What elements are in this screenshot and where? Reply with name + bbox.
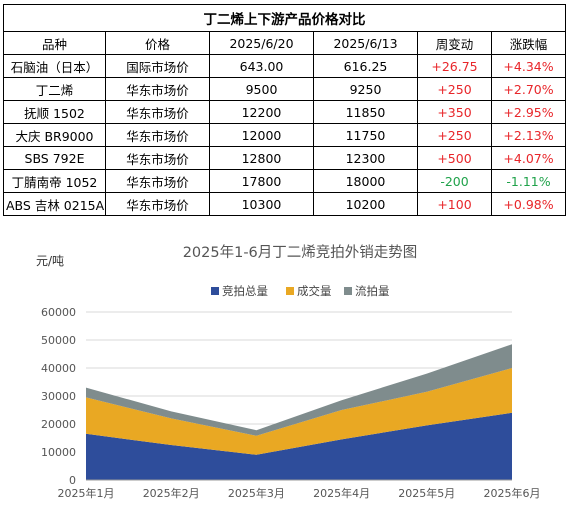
header-change-pct: 涨跌幅	[490, 31, 567, 55]
x-tick-label: 2025年4月	[313, 486, 370, 500]
x-tick-label: 2025年1月	[58, 486, 115, 500]
header-weekly-change: 周变动	[417, 31, 492, 55]
market-cell: 华东市场价	[105, 100, 210, 124]
legend-label: 竞拍总量	[222, 284, 268, 298]
y-tick-label: 40000	[41, 362, 76, 375]
price-0613-cell: 10200	[313, 192, 418, 216]
change-pct-cell: +4.07%	[490, 146, 567, 170]
product-cell: 石脑油（日本）	[3, 54, 106, 78]
table-title: 丁二烯上下游产品价格对比	[2, 4, 567, 32]
table-row: 抚顺 1502 华东市场价 12200 11850 +350 +2.95%	[3, 100, 567, 124]
table-title-row: 丁二烯上下游产品价格对比	[2, 4, 567, 32]
weekly-change-cell: -200	[417, 169, 492, 193]
change-pct-cell: +2.95%	[490, 100, 567, 124]
auction-trend-chart: 2025年1-6月丁二烯竞拍外销走势图 元/吨 竞拍总量 成交量 流拍量 0 1000…	[36, 243, 541, 500]
change-pct-cell: +0.98%	[490, 192, 567, 216]
y-tick-label: 0	[69, 474, 76, 487]
header-price-0620: 2025/6/20	[209, 31, 314, 55]
header-price-0613: 2025/6/13	[313, 31, 418, 55]
weekly-change-cell: +100	[417, 192, 492, 216]
change-pct-cell: -1.11%	[490, 169, 567, 193]
price-0620-cell: 12000	[209, 123, 314, 147]
y-tick-label: 50000	[41, 334, 76, 347]
market-cell: 华东市场价	[105, 77, 210, 101]
change-pct-cell: +2.70%	[490, 77, 567, 101]
table-row: 大庆 BR9000 华东市场价 12000 11750 +250 +2.13%	[3, 123, 567, 147]
price-0613-cell: 11750	[313, 123, 418, 147]
legend-label: 成交量	[297, 284, 332, 298]
y-axis-unit-label: 元/吨	[36, 254, 64, 268]
price-0613-cell: 9250	[313, 77, 418, 101]
x-tick-label: 2025年5月	[398, 486, 455, 500]
y-tick-label: 60000	[41, 306, 76, 319]
price-0620-cell: 9500	[209, 77, 314, 101]
price-0613-cell: 18000	[313, 169, 418, 193]
product-cell: 抚顺 1502	[3, 100, 106, 124]
area-series-2	[86, 368, 512, 455]
market-cell: 华东市场价	[105, 123, 210, 147]
price-0620-cell: 12800	[209, 146, 314, 170]
x-tick-label: 2025年3月	[228, 486, 285, 500]
price-0620-cell: 12200	[209, 100, 314, 124]
weekly-change-cell: +500	[417, 146, 492, 170]
weekly-change-cell: +350	[417, 100, 492, 124]
legend-swatch	[211, 287, 219, 295]
chart-areas	[86, 344, 512, 480]
price-0620-cell: 10300	[209, 192, 314, 216]
table-row: ABS 吉林 0215A 华东市场价 10300 10200 +100 +0.98%	[3, 192, 567, 216]
weekly-change-cell: +250	[417, 123, 492, 147]
y-axis-ticks: 0 10000 20000 30000 40000 50000 60000	[41, 306, 76, 487]
market-cell: 华东市场价	[105, 169, 210, 193]
weekly-change-cell: +26.75	[417, 54, 492, 78]
chart-title: 2025年1-6月丁二烯竞拍外销走势图	[183, 243, 418, 261]
product-cell: 丁二烯	[3, 77, 106, 101]
x-axis-ticks: 2025年1月 2025年2月 2025年3月 2025年4月 2025年5月 2025年…	[58, 486, 541, 500]
product-cell: 大庆 BR9000	[3, 123, 106, 147]
product-cell: ABS 吉林 0215A	[3, 192, 106, 216]
price-0620-cell: 643.00	[209, 54, 314, 78]
table-row: 丁腈南帝 1052 华东市场价 17800 18000 -200 -1.11%	[3, 169, 567, 193]
product-cell: 丁腈南帝 1052	[3, 169, 106, 193]
product-cell: SBS 792E	[3, 146, 106, 170]
table-header-row: 品种 价格 2025/6/20 2025/6/13 周变动 涨跌幅	[3, 31, 567, 55]
table-row: 丁二烯 华东市场价 9500 9250 +250 +2.70%	[3, 77, 567, 101]
table-body: 丁二烯上下游产品价格对比 品种 价格 2025/6/20 2025/6/13 周…	[2, 4, 567, 216]
x-tick-label: 2025年6月	[484, 486, 541, 500]
legend-label: 流拍量	[355, 284, 390, 298]
legend-swatch	[344, 287, 352, 295]
market-cell: 国际市场价	[105, 54, 210, 78]
market-cell: 华东市场价	[105, 146, 210, 170]
change-pct-cell: +4.34%	[490, 54, 567, 78]
x-tick-label: 2025年2月	[143, 486, 200, 500]
y-tick-label: 30000	[41, 390, 76, 403]
legend-swatch	[286, 287, 294, 295]
market-cell: 华东市场价	[105, 192, 210, 216]
weekly-change-cell: +250	[417, 77, 492, 101]
price-comparison-table: 丁二烯上下游产品价格对比 品种 价格 2025/6/20 2025/6/13 周…	[2, 4, 567, 216]
price-0613-cell: 616.25	[313, 54, 418, 78]
header-product: 品种	[3, 31, 106, 55]
chart-legend: 竞拍总量 成交量 流拍量	[211, 284, 390, 298]
price-0613-cell: 12300	[313, 146, 418, 170]
change-pct-cell: +2.13%	[490, 123, 567, 147]
y-tick-label: 10000	[41, 446, 76, 459]
price-0613-cell: 11850	[313, 100, 418, 124]
price-0620-cell: 17800	[209, 169, 314, 193]
header-market: 价格	[105, 31, 210, 55]
y-tick-label: 20000	[41, 418, 76, 431]
area-series-1	[86, 412, 512, 480]
area-series-3	[86, 344, 512, 436]
table-row: 石脑油（日本） 国际市场价 643.00 616.25 +26.75 +4.34%	[3, 54, 567, 78]
table-row: SBS 792E 华东市场价 12800 12300 +500 +4.07%	[3, 146, 567, 170]
